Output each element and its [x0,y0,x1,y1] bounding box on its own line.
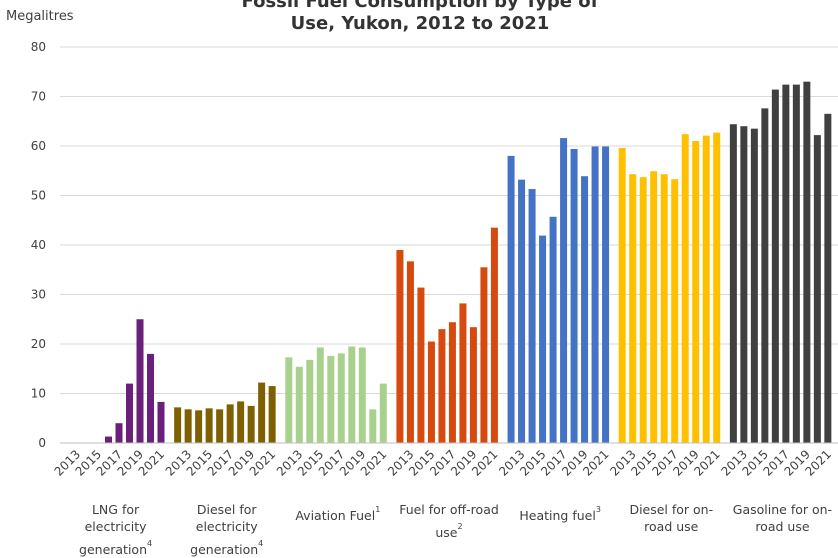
footnote: 3 [595,505,601,514]
bar [174,407,182,443]
bar [406,261,414,443]
bar [639,177,647,443]
bar [618,147,626,444]
bar [803,81,811,444]
bar [549,216,557,443]
bar [713,132,721,443]
group-label: Heating fuel3 [506,501,614,524]
bar [115,423,123,443]
bar [369,409,377,443]
bar [692,141,700,444]
bar [337,353,345,443]
bar [184,409,192,443]
bar [226,404,234,443]
bar [581,176,589,443]
bar [216,409,224,443]
bar [560,138,568,443]
bar [258,382,266,443]
group-name: Heating fuel [519,508,596,523]
bar [507,155,515,443]
bar [459,303,467,443]
bar [591,146,599,443]
bar [247,405,255,443]
bar [157,401,165,443]
bar [782,84,790,444]
group-label: LNG for electricity generation4 [62,501,170,558]
bar [650,171,658,443]
bar [417,287,425,443]
bar [427,341,435,443]
bar [448,322,456,443]
footnote: 1 [375,505,381,514]
bar [136,319,144,443]
bar [729,124,737,443]
bar [813,135,821,444]
bar [702,135,710,444]
bar [792,84,800,444]
bar [147,353,154,443]
bar [629,174,637,443]
bar [490,227,498,443]
bar [379,383,387,443]
bar [105,436,112,443]
bar [469,327,477,443]
y-tick-label: 0 [38,436,46,450]
bar [306,359,314,443]
bar [195,410,203,443]
bar [771,89,779,443]
y-tick-label: 30 [31,288,46,302]
bar [660,174,668,443]
bar [750,128,758,444]
group-name: Diesel for on-road use [629,502,714,534]
bar [358,347,366,443]
group-label: Aviation Fuel1 [284,501,392,524]
chart-title: Fossil Fuel Consumption by Type of Use, … [241,0,599,34]
bar [396,249,404,443]
bar [681,134,689,443]
bar [327,355,335,443]
group-label: Diesel for on-road use [617,501,725,535]
bar [570,148,578,443]
group-label: Diesel for electricity generation4 [173,501,281,558]
y-tick-label: 10 [31,387,46,401]
bar [316,347,324,443]
bar [285,357,293,443]
y-tick-label: 20 [31,337,46,351]
footnote: 2 [457,522,463,531]
footnote: 4 [258,539,264,548]
bar [237,401,245,443]
y-tick-label: 40 [31,238,46,252]
bar [761,108,769,443]
bar [539,235,547,443]
y-tick-label: 80 [31,40,46,54]
bar [480,267,488,443]
bar [671,179,679,444]
bar [295,366,303,443]
bar [438,329,446,443]
y-tick-label: 50 [31,189,46,203]
bar [126,383,133,443]
bar [518,179,526,443]
bar [824,113,832,443]
group-label: Gasoline for on-road use [728,501,836,535]
bar [348,346,356,443]
group-name: Aviation Fuel [295,508,376,523]
y-axis-label: Megalitres [6,9,74,24]
y-tick-label: 60 [31,139,46,153]
bar [205,408,213,443]
footnote: 4 [147,539,153,548]
bar [740,126,748,443]
group-name: Fuel for off-road use [399,502,499,540]
group-name: Diesel for electricity generation [190,502,259,557]
y-tick-label: 70 [31,90,46,104]
bar [268,386,276,443]
bar [528,189,536,443]
group-name: LNG for electricity generation [79,502,147,557]
group-name: Gasoline for on-road use [732,502,833,534]
bar [602,146,610,443]
group-label: Fuel for off-road use2 [395,501,503,541]
